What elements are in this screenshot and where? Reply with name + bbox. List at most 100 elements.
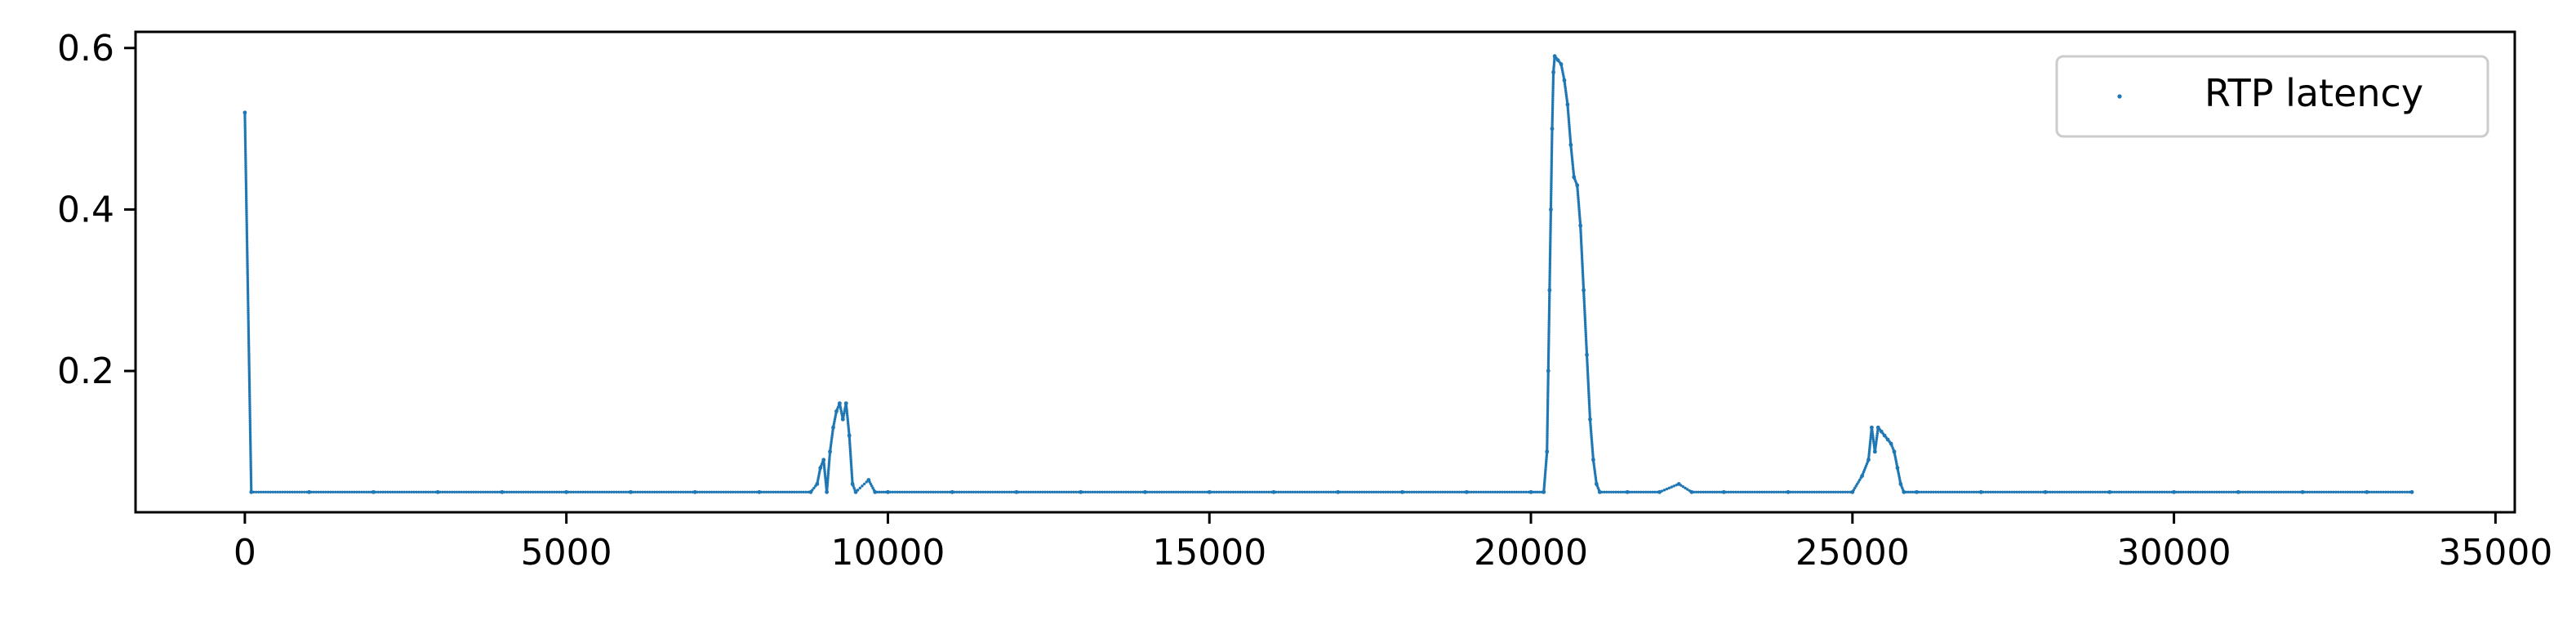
data-point [1546, 417, 1550, 422]
data-point [917, 490, 921, 493]
data-point [1586, 373, 1590, 377]
data-point [457, 490, 461, 493]
data-point [1798, 490, 1802, 493]
data-point [788, 490, 791, 493]
data-point [1546, 428, 1549, 431]
data-point [1457, 490, 1462, 493]
data-point [830, 435, 834, 440]
data-point [431, 490, 435, 493]
data-point [1834, 490, 1838, 493]
data-point [1577, 203, 1581, 208]
data-point [1381, 490, 1385, 493]
data-point [1578, 216, 1582, 219]
data-point [1551, 81, 1555, 84]
data-point [249, 458, 252, 462]
data-point [324, 490, 327, 493]
data-point [322, 490, 325, 493]
data-point [441, 490, 444, 493]
data-point [509, 490, 514, 493]
data-point [1906, 490, 1910, 493]
data-point [1741, 490, 1745, 493]
data-point [2343, 490, 2347, 493]
data-point [1867, 454, 1871, 458]
data-point [822, 466, 826, 470]
data-point [1200, 490, 1204, 493]
data-point [1548, 266, 1551, 270]
data-point [1547, 301, 1551, 304]
data-point [1546, 405, 1550, 409]
data-point [1503, 490, 1506, 493]
data-point [1569, 147, 1573, 150]
data-point [1122, 490, 1125, 493]
data-point [1439, 490, 1442, 493]
data-point [1583, 313, 1586, 316]
data-point [1546, 442, 1549, 445]
data-point [259, 490, 263, 493]
data-point [1212, 490, 1216, 493]
data-point [244, 152, 247, 155]
data-point [1593, 466, 1596, 470]
data-point [1549, 232, 1552, 235]
data-point [1546, 355, 1550, 359]
data-point [1808, 490, 1811, 493]
data-point [1550, 127, 1555, 131]
data-point [1590, 434, 1593, 437]
data-point [1547, 288, 1552, 292]
data-point [2179, 490, 2183, 493]
data-point [291, 490, 294, 493]
data-point [245, 227, 248, 230]
data-point [1584, 327, 1587, 330]
data-point [296, 490, 299, 493]
data-point [1567, 115, 1570, 118]
data-point [243, 127, 247, 131]
data-point [247, 347, 251, 351]
data-point [727, 490, 730, 493]
data-point [2218, 490, 2221, 493]
data-point [624, 490, 628, 493]
data-point [1699, 490, 1702, 493]
data-point [248, 417, 251, 421]
data-point [1572, 172, 1576, 175]
data-point [748, 490, 751, 493]
data-point [247, 337, 251, 341]
data-point [1546, 349, 1550, 353]
data-point [264, 490, 268, 493]
data-point [1546, 368, 1550, 373]
data-point [2151, 490, 2155, 493]
data-point [2177, 490, 2181, 493]
data-point [1546, 413, 1550, 417]
data-point [850, 472, 854, 475]
data-point [646, 490, 649, 493]
data-point [1582, 276, 1585, 280]
data-point [1568, 137, 1572, 141]
data-point [1583, 315, 1586, 319]
data-point [850, 468, 853, 471]
data-point [1546, 438, 1549, 441]
data-point [247, 335, 251, 339]
data-point [828, 456, 831, 459]
data-point [243, 136, 247, 139]
data-point [1922, 490, 1926, 493]
data-point [825, 486, 829, 490]
data-point [1101, 490, 1104, 493]
data-point [1546, 373, 1550, 377]
data-point [247, 321, 250, 324]
data-point [246, 284, 250, 288]
data-point [2168, 490, 2171, 493]
data-point [750, 490, 754, 493]
data-point [248, 433, 252, 437]
data-point [1548, 276, 1551, 280]
data-point [1857, 480, 1860, 484]
data-point [1174, 490, 1178, 493]
data-point [1181, 490, 1185, 493]
data-point [1572, 169, 1575, 173]
data-point [1872, 442, 1875, 445]
data-point [2029, 490, 2033, 493]
data-point [1737, 490, 1740, 493]
data-point [1510, 490, 1514, 493]
data-point [424, 490, 428, 493]
data-point [1003, 490, 1007, 493]
data-point [1391, 490, 1395, 493]
data-point [1549, 212, 1553, 216]
data-point [1026, 490, 1030, 493]
